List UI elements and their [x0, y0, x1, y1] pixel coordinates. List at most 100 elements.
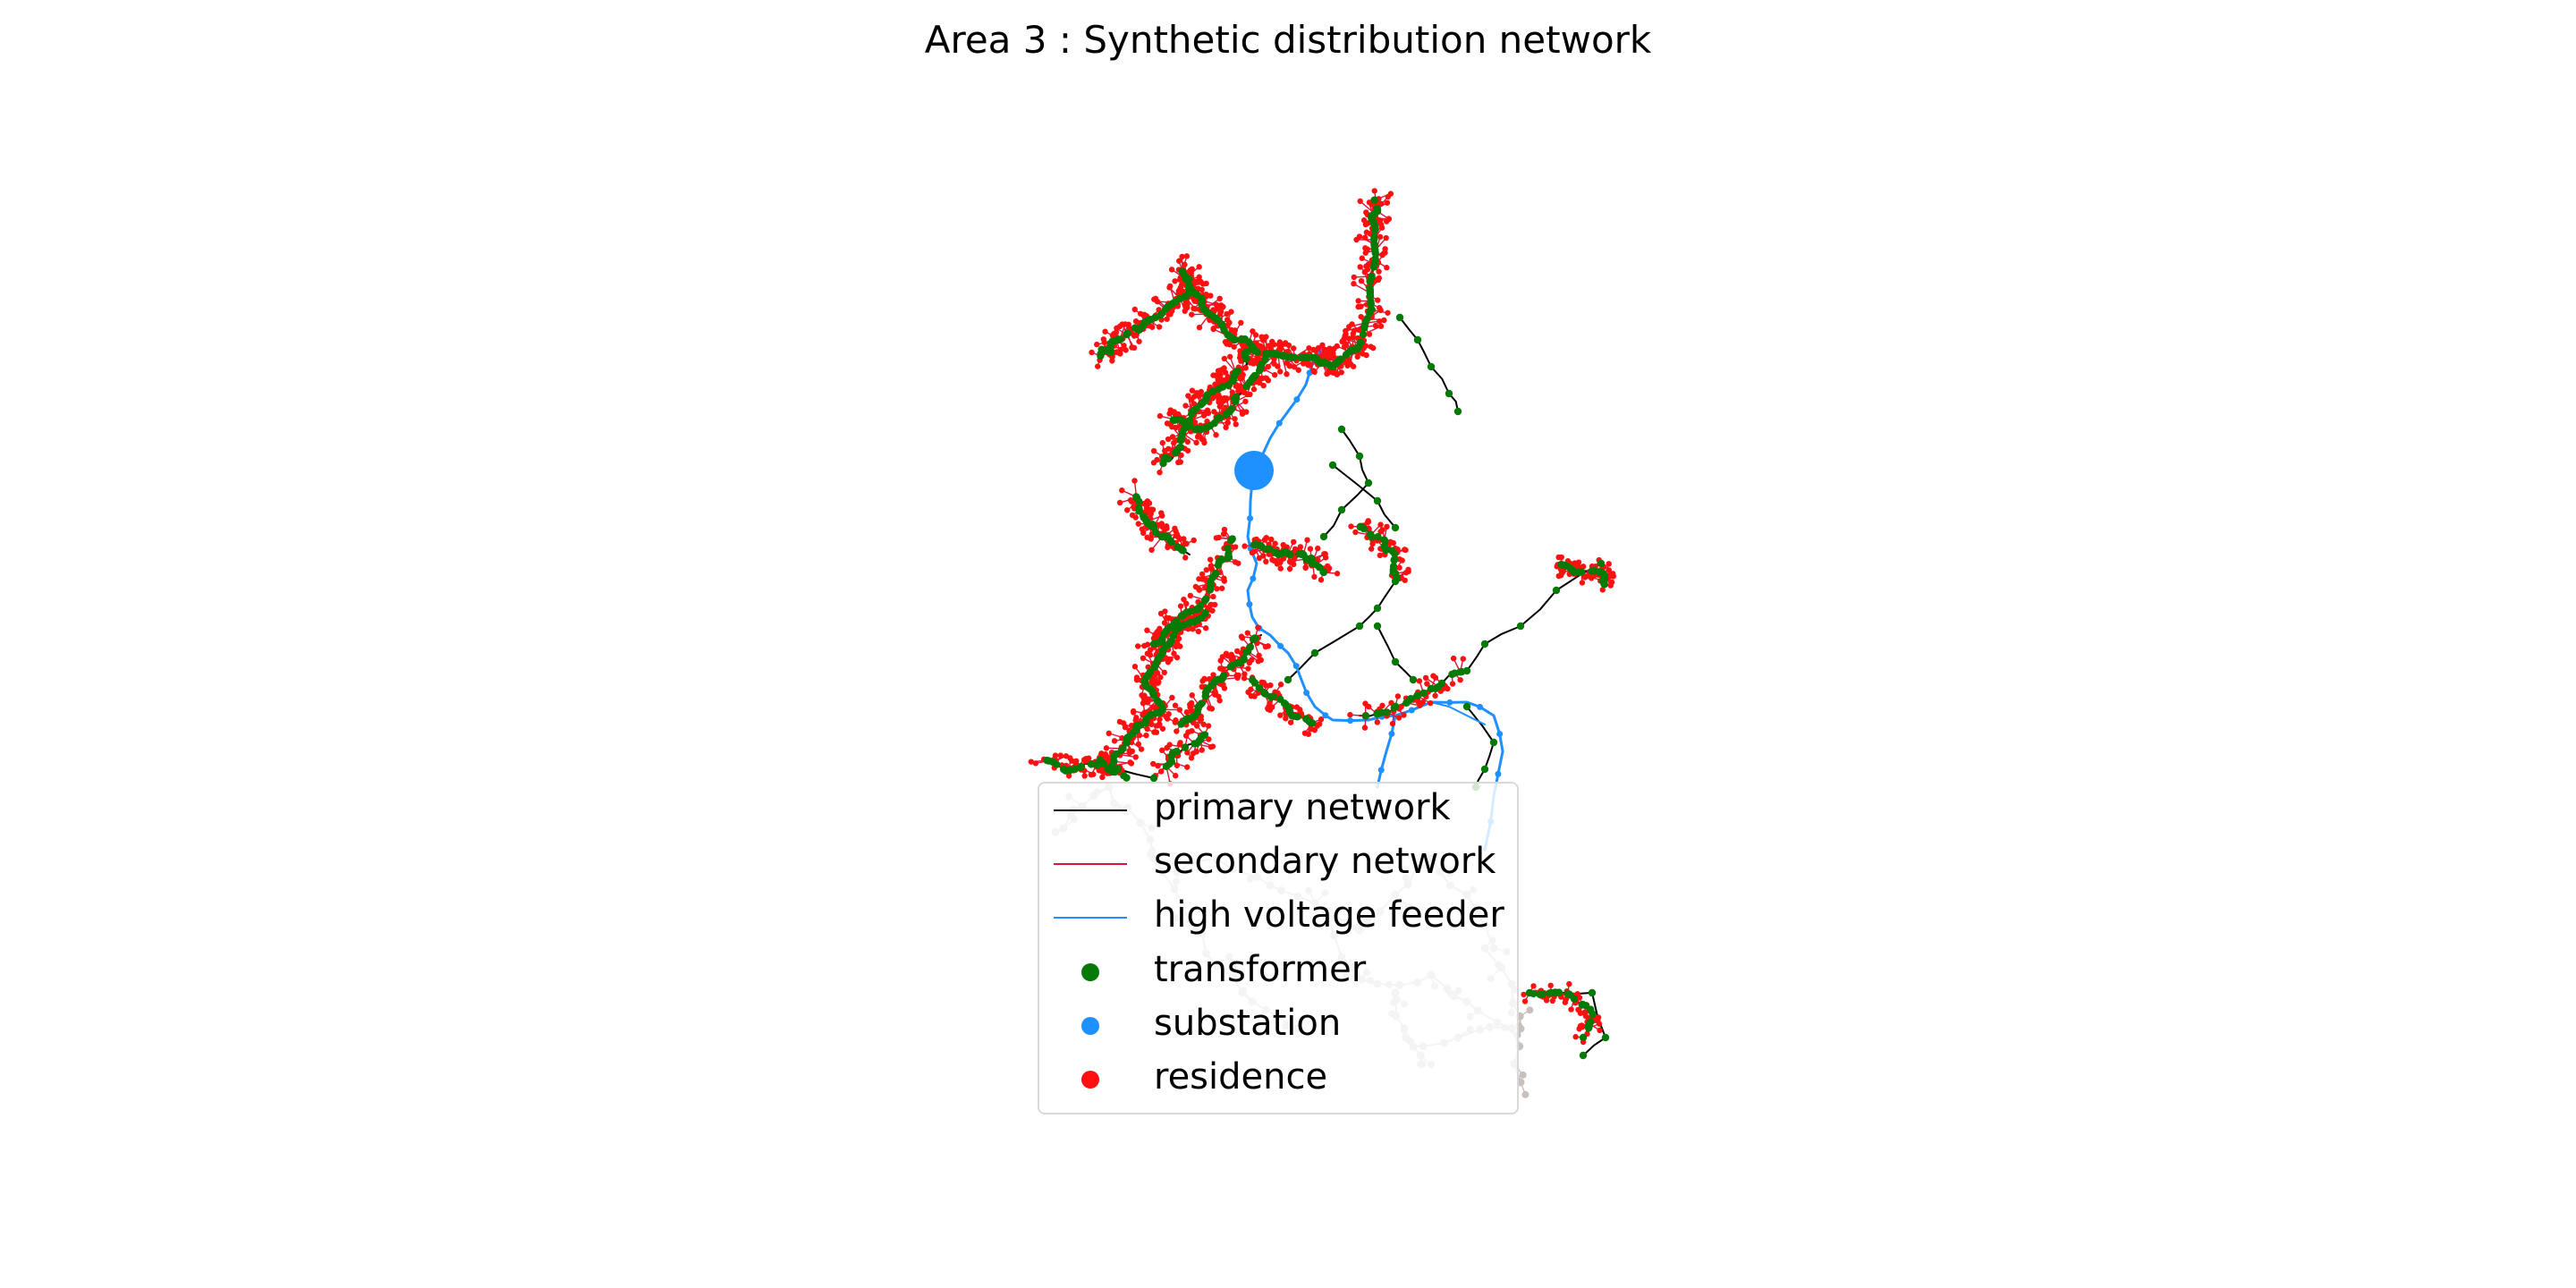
residence-node: [1568, 1006, 1574, 1013]
transformer-node: [1310, 648, 1319, 657]
residence-node: [1210, 372, 1216, 378]
hv-feeder-node: [1495, 770, 1502, 777]
residence-node: [1223, 424, 1229, 431]
residence-node: [1228, 326, 1234, 334]
residence-node: [1318, 716, 1325, 723]
residence-node: [1032, 760, 1039, 767]
residence-node: [1126, 750, 1133, 757]
residence-node: [1216, 698, 1223, 704]
transformer-node: [1373, 604, 1382, 613]
residence-node: [1201, 675, 1208, 682]
hv-feeder-line: [1376, 714, 1397, 789]
residence-node: [1256, 652, 1262, 658]
transformer-node: [1361, 712, 1369, 720]
transformer-node: [1427, 362, 1436, 371]
transformer-node: [1389, 563, 1398, 571]
residence-node: [1252, 332, 1259, 338]
residence-node: [1277, 712, 1284, 718]
transformer-node: [1413, 335, 1422, 344]
residence-node: [1449, 681, 1456, 687]
legend-entry-transformer: transformer: [1039, 945, 1517, 999]
residence-node: [1377, 552, 1384, 559]
residence-node: [1255, 624, 1261, 631]
transformer-node: [1109, 752, 1118, 761]
residence-node: [1208, 292, 1214, 299]
residence-node: [1172, 719, 1179, 725]
residence-node: [1184, 764, 1191, 770]
transformer-node: [1581, 1002, 1590, 1010]
residence-node: [1207, 556, 1214, 563]
other-area-node: [1526, 1006, 1534, 1014]
transformer-node: [1224, 554, 1233, 562]
transformer-node: [1114, 765, 1123, 774]
residence-node: [1183, 709, 1191, 716]
residence-node: [1268, 536, 1275, 543]
residence-node: [1224, 322, 1231, 328]
transformer-node: [1391, 657, 1400, 666]
residence-node: [1213, 432, 1219, 438]
residence-node: [1214, 586, 1220, 592]
residence-node: [1521, 998, 1529, 1004]
residence-node: [1196, 587, 1203, 593]
residence-node: [1378, 200, 1385, 208]
transformer-node: [1123, 738, 1131, 747]
hv-feeder-node: [1293, 396, 1301, 403]
residence-node: [1521, 991, 1527, 998]
transformer-node: [1266, 350, 1274, 358]
residence-node: [1385, 216, 1392, 222]
transformer-node: [1407, 694, 1415, 703]
residence-node: [1575, 559, 1582, 565]
residence-node: [1157, 721, 1163, 727]
residence-node: [1241, 671, 1248, 677]
transformer-node: [1370, 242, 1378, 250]
residence-node: [1607, 582, 1614, 589]
transformer-node: [1538, 990, 1546, 998]
residence-node: [1174, 654, 1181, 661]
residence-node: [1234, 674, 1241, 682]
transformer-node: [1182, 715, 1191, 724]
residence-node: [1460, 656, 1466, 662]
residence-node: [1081, 773, 1088, 779]
transformer-node: [1309, 353, 1317, 362]
residence-node: [1211, 690, 1217, 696]
residence-node: [1167, 283, 1174, 290]
residence-node: [1065, 773, 1072, 779]
transformer-node: [1601, 1033, 1610, 1042]
residence-node: [1182, 261, 1188, 268]
residence-node: [1158, 747, 1165, 754]
transformer-node: [1328, 461, 1337, 470]
residence-node: [1135, 741, 1142, 748]
residence-node: [1297, 544, 1304, 550]
residence-node: [1606, 561, 1612, 567]
transformer-node: [1374, 533, 1382, 541]
residence-node: [1377, 323, 1385, 329]
transformer-node: [1359, 330, 1368, 339]
transformer-node: [1059, 765, 1068, 774]
legend-entry-high-voltage-feeder: high voltage feeder: [1039, 891, 1517, 945]
residence-node: [1276, 558, 1284, 564]
transformer-node: [1201, 396, 1210, 404]
residence-node: [1216, 295, 1223, 302]
residence-node: [1116, 323, 1123, 330]
residence-node: [1579, 1022, 1585, 1029]
residence-node: [1200, 721, 1207, 728]
residence-node: [1311, 573, 1318, 580]
residence-node: [1191, 298, 1198, 304]
residence-node: [1196, 264, 1202, 270]
residence-node: [1170, 440, 1177, 446]
hv-feeder-node: [1250, 575, 1257, 582]
transformer-node: [1566, 991, 1574, 999]
transformer-node: [1552, 586, 1561, 595]
transformer-node: [1123, 329, 1131, 337]
transformer-node: [1391, 577, 1400, 586]
residence-node: [1182, 402, 1189, 409]
residence-node: [1194, 434, 1201, 440]
residence-node: [1162, 608, 1168, 614]
residence-node: [1295, 367, 1301, 373]
residence-node: [1597, 1027, 1603, 1034]
residence-node: [1150, 760, 1157, 767]
residence-node: [1259, 344, 1266, 351]
transformer-node: [1373, 496, 1382, 505]
transformer-node: [1166, 537, 1174, 545]
residence-node: [1151, 296, 1157, 302]
